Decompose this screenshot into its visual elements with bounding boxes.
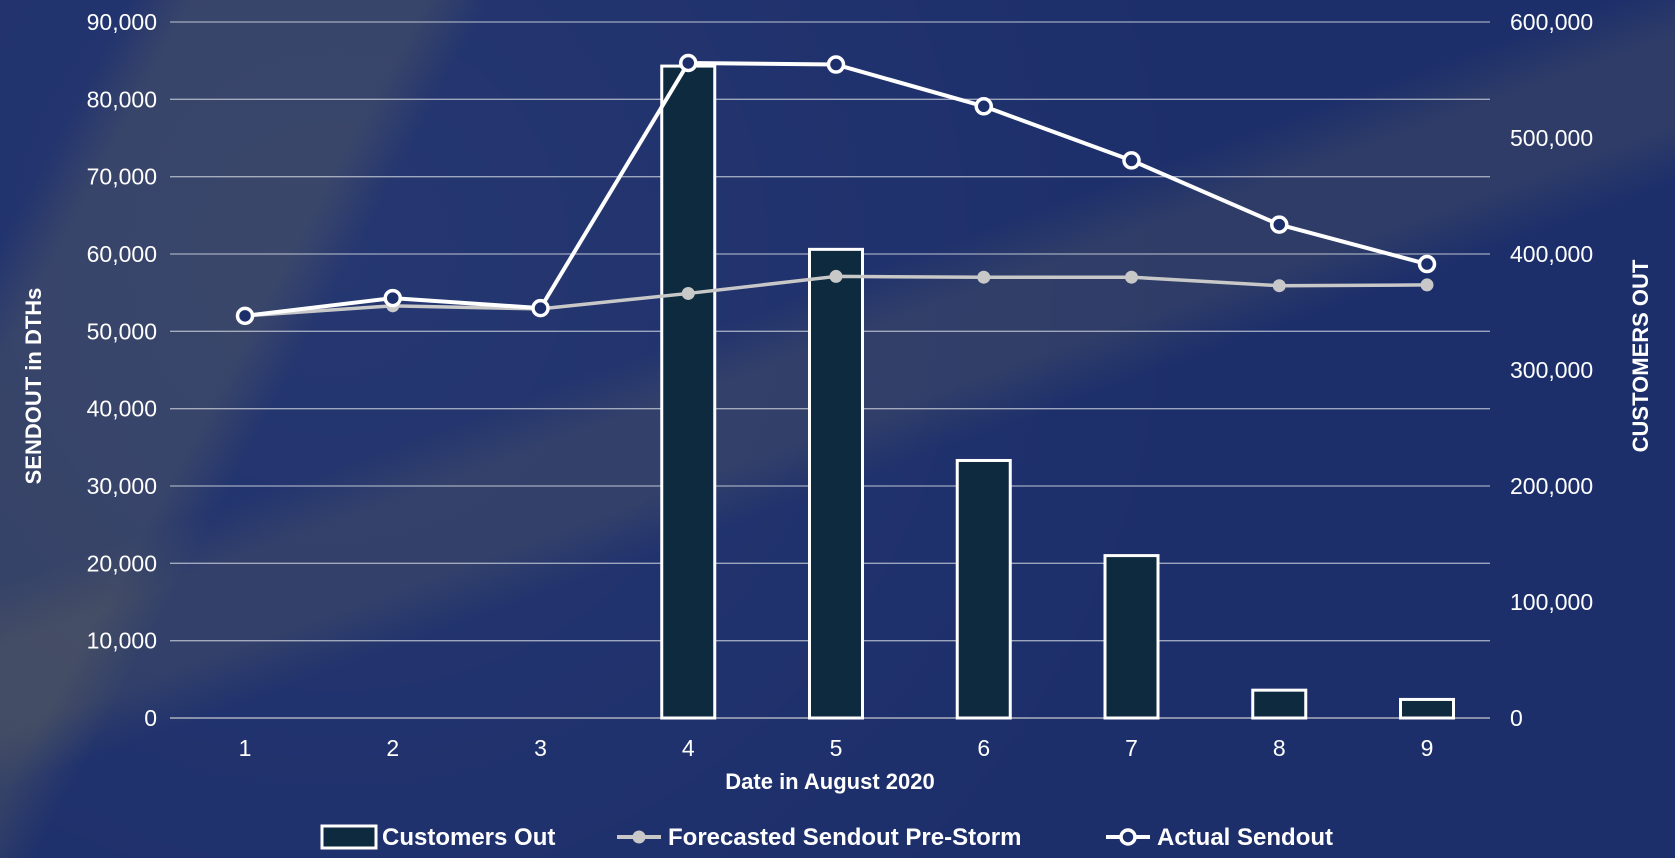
point [679,53,698,73]
y2-axis-title: CUSTOMERS OUT [1628,259,1653,452]
x-tick-label: 8 [1273,735,1286,761]
y-tick-label: 40,000 [87,396,157,422]
legend-label: Actual Sendout [1157,824,1333,851]
point [974,97,993,116]
point [531,298,550,318]
point [1417,254,1437,274]
y2-tick-label: 200,000 [1510,473,1593,499]
x-tick-label: 4 [682,735,695,761]
y-tick-label: 0 [144,705,157,731]
x-tick-label: 7 [1125,735,1138,761]
y-axis-title: SENDOUT in DTHs [21,288,46,485]
point [1125,270,1138,284]
point [977,270,991,284]
x-tick-label: 2 [386,735,399,761]
legend-swatch [320,824,378,850]
y-tick-label: 50,000 [87,318,157,344]
y-tick-label: 90,000 [87,9,157,35]
legend-marker [632,830,646,844]
bar [808,247,864,720]
y-tick-label: 10,000 [87,628,157,654]
point [826,55,846,74]
bar [1399,697,1455,720]
y2-tick-label: 100,000 [1510,589,1593,615]
y2-tick-label: 500,000 [1510,125,1593,151]
bar-series [660,64,1455,720]
y2-tick-label: 600,000 [1510,9,1593,35]
x-axis-title: Date in August 2020 [725,769,934,794]
legend-label: Customers Out [382,824,555,851]
x-tick-label: 5 [830,735,843,761]
bar [1103,554,1160,720]
bar [660,64,717,720]
point [1272,279,1286,293]
point [235,306,255,326]
legend: Customers Out Forecasted Sendout Pre-Stor… [320,824,1333,851]
y-tick-label: 60,000 [87,241,157,267]
y2-tick-label: 0 [1510,705,1523,731]
point [1420,278,1434,292]
bar [955,458,1012,720]
x-tick-label: 1 [239,735,252,761]
point [829,269,843,283]
bar [1251,688,1308,720]
y-tick-label: 30,000 [87,473,157,499]
x-tick-label: 9 [1421,735,1434,761]
right-axis-ticks: 0 100,000 200,000 300,000 400,000 500,000 600,… [1510,9,1593,731]
y-tick-label: 70,000 [87,164,157,190]
x-axis-ticks: 1 2 3 4 5 6 7 8 9 [239,735,1434,761]
y2-tick-label: 300,000 [1510,357,1593,383]
point [1270,215,1289,234]
x-tick-label: 6 [977,735,990,761]
line-series [235,53,1437,326]
y-tick-label: 20,000 [87,550,157,576]
left-axis-ticks: 0 10,000 20,000 30,000 40,000 50,000 60,000 70,… [87,9,157,731]
legend-marker [1119,828,1137,846]
point [1122,151,1141,170]
y-tick-label: 80,000 [87,86,157,112]
point [383,288,402,308]
y2-tick-label: 400,000 [1510,241,1593,267]
point [681,286,695,300]
legend-label: Forecasted Sendout Pre-Storm [668,824,1021,851]
x-tick-label: 3 [534,735,547,761]
